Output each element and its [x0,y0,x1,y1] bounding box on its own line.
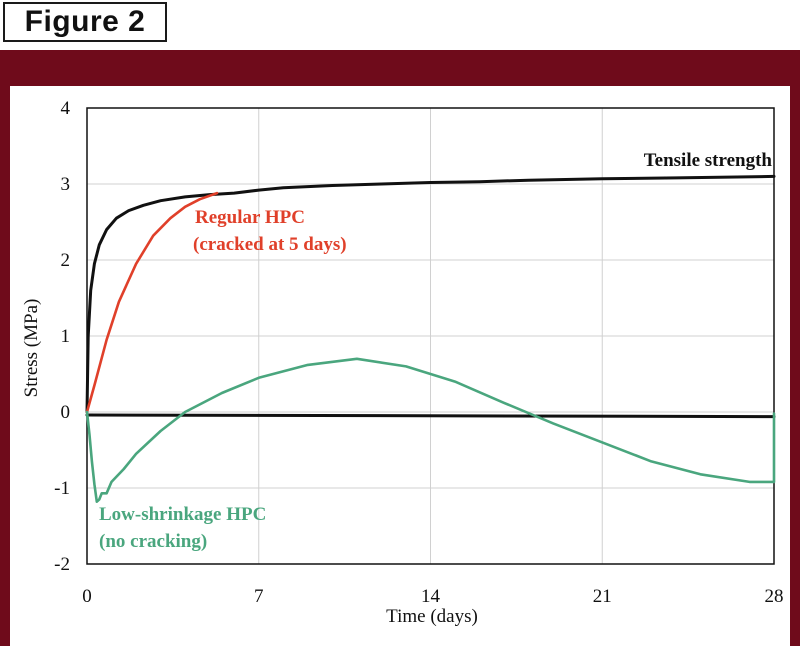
x-tick-label: 0 [82,586,92,607]
annotation-tensile-strength: Tensile strength [644,150,773,171]
x-tick-label: 14 [421,586,441,607]
y-tick-label: 1 [61,326,71,347]
x-tick-label: 28 [765,586,784,607]
annotation-low-shrinkage-hpc: Low-shrinkage HPC [99,504,266,525]
y-tick-label: 3 [61,174,71,195]
annotation-regular-hpc-note: (cracked at 5 days) [193,234,347,255]
low-shrinkage-hpc-line [85,357,776,504]
annotation-low-shrinkage-note: (no cracking) [99,531,207,552]
y-tick-label: 2 [61,250,71,271]
figure-label: Figure 2 [3,2,167,42]
y-tick-label: -2 [54,554,70,575]
y-tick-label: -1 [54,478,70,499]
x-tick-label: 21 [593,586,612,607]
grid-lines [86,107,775,565]
x-tick-labels: 0 7 14 21 28 [82,586,783,607]
x-axis-label: Time (days) [386,606,478,627]
zero-stress-line [85,413,776,419]
y-tick-labels: -2 -1 0 1 2 3 4 [54,98,70,575]
x-tick-label: 7 [254,586,264,607]
annotation-regular-hpc: Regular HPC [195,207,305,228]
y-tick-label: 0 [61,402,71,423]
series-layer [85,174,776,504]
regular-hpc-line [85,191,219,414]
y-tick-label: 4 [61,98,71,119]
y-axis-label: Stress (MPa) [21,299,42,398]
